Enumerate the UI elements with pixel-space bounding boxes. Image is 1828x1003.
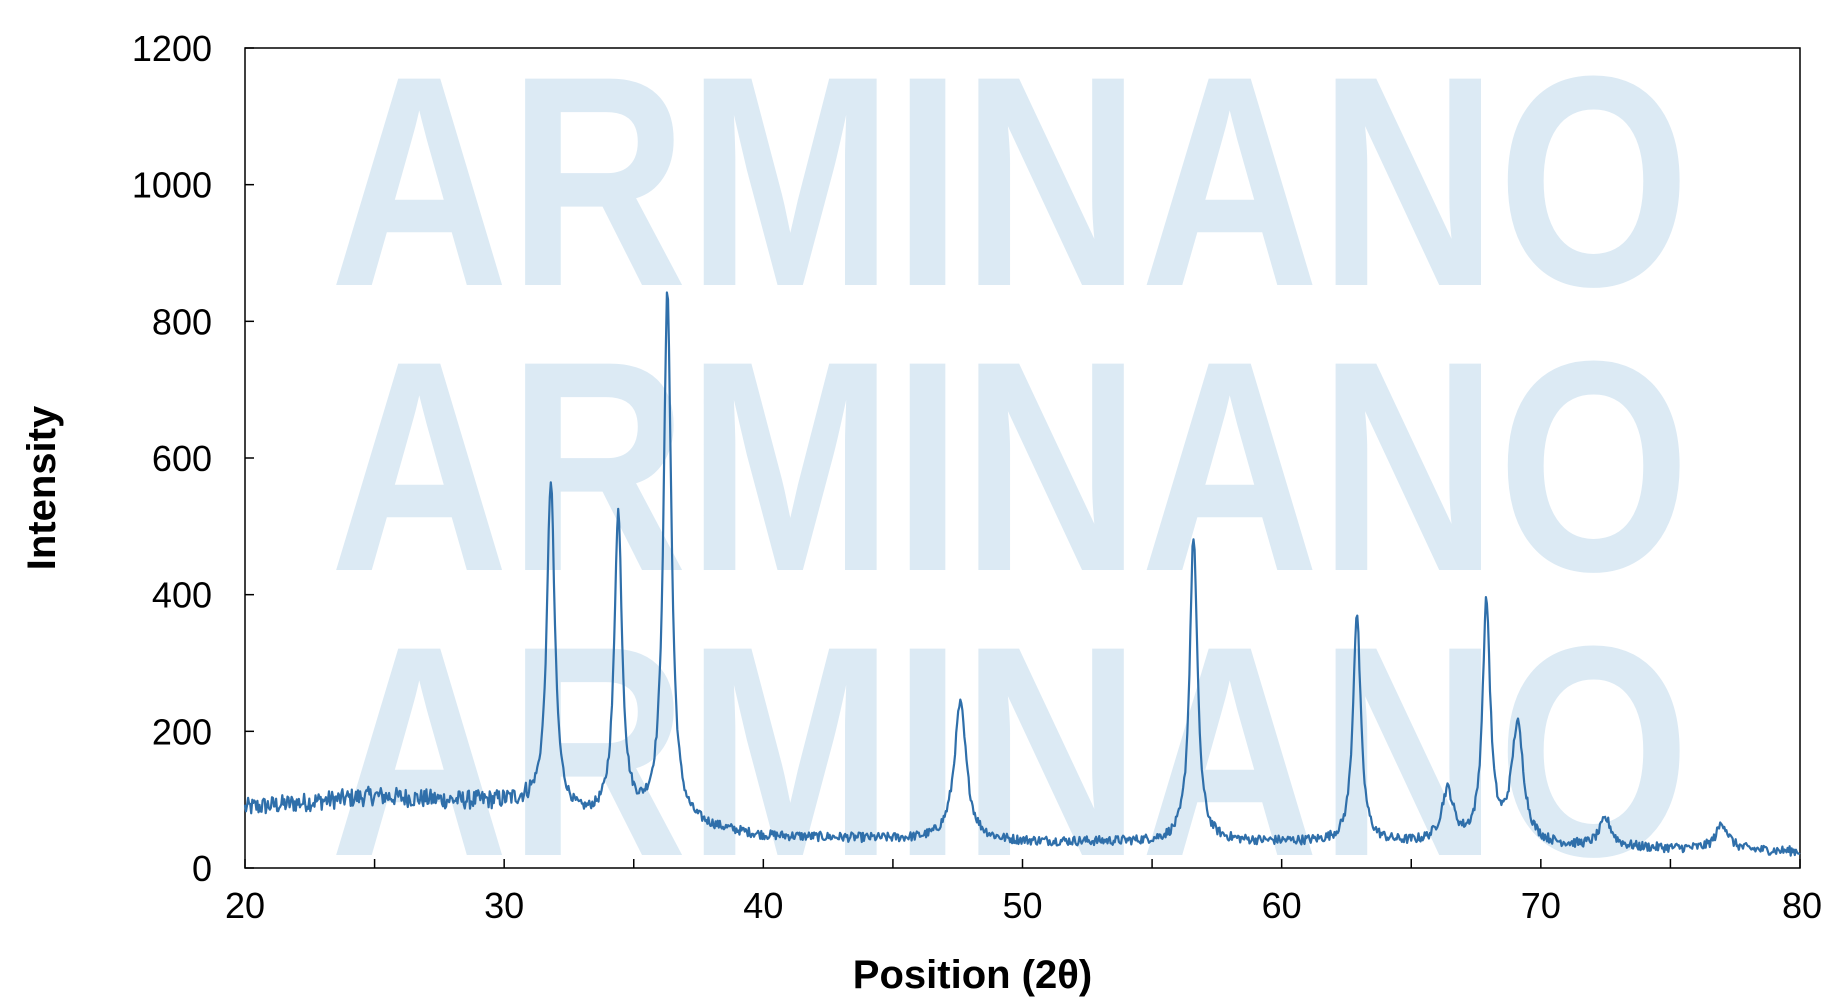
- x-axis-title: Position (2θ): [853, 953, 1092, 997]
- x-tick-label: 50: [1002, 885, 1042, 926]
- y-tick-label: 400: [152, 575, 212, 616]
- watermark-text-3: ARMINANO: [330, 583, 1690, 919]
- x-tick-label: 80: [1782, 885, 1822, 926]
- x-tick-label: 40: [743, 885, 783, 926]
- x-tick-label: 30: [484, 885, 524, 926]
- watermark-text-2: ARMINANO: [330, 298, 1690, 634]
- y-tick-label: 1200: [132, 28, 212, 69]
- y-tick-label: 200: [152, 711, 212, 752]
- y-tick-label: 600: [152, 438, 212, 479]
- tick-marks: [244, 47, 1801, 869]
- series-line: [243, 291, 1801, 857]
- y-tick-label: 800: [152, 301, 212, 342]
- watermark-layer: ARMINANO ARMINANO ARMINANO: [330, 13, 1690, 919]
- x-tick-label: 20: [225, 885, 265, 926]
- y-tick-label: 1000: [132, 165, 212, 206]
- x-tick-label: 60: [1262, 885, 1302, 926]
- y-axis-title: Intensity: [20, 405, 64, 570]
- watermark-text-1: ARMINANO: [330, 13, 1690, 349]
- x-tick-label: 70: [1521, 885, 1561, 926]
- y-tick-label: 0: [192, 848, 212, 889]
